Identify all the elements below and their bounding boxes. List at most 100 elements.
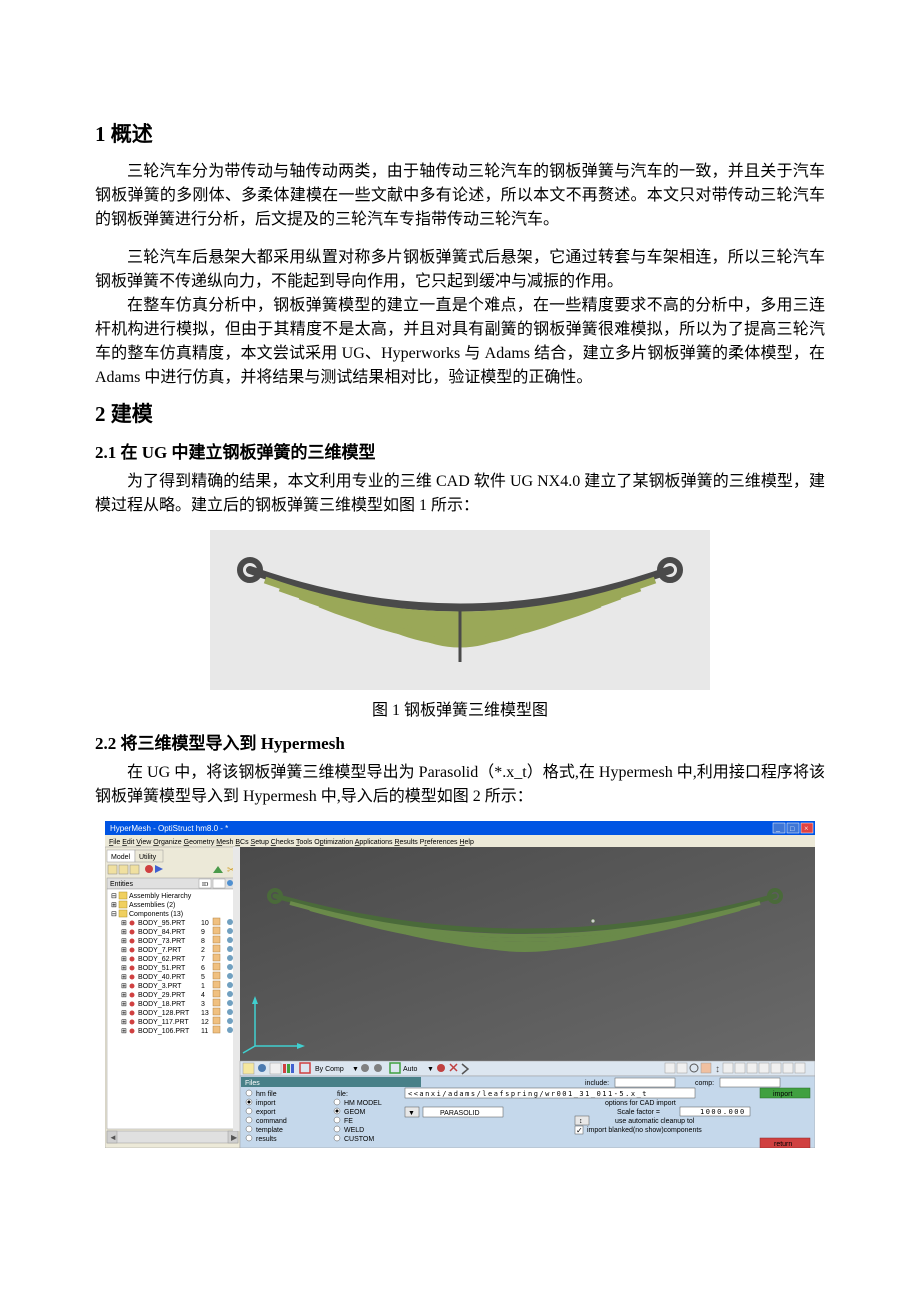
- svg-text:⊞: ⊞: [121, 974, 127, 981]
- svg-text:13: 13: [201, 1010, 209, 1017]
- svg-text:⊞: ⊞: [121, 1010, 127, 1017]
- tree-assemblies[interactable]: Assemblies (2): [129, 902, 175, 909]
- svg-text:×: ×: [804, 824, 809, 833]
- menu-items[interactable]: File Edit View Organize Geometry Mesh BC…: [109, 839, 474, 846]
- hypermesh-figure: HyperMesh - OptiStruct hm8.0 - * _ □ × F…: [105, 821, 815, 1148]
- tree-components[interactable]: Components (13): [129, 911, 183, 918]
- scale-label: Scale factor =: [617, 1109, 660, 1116]
- svg-text:↕: ↕: [579, 1118, 583, 1125]
- svg-text:▶: ▶: [231, 1133, 238, 1142]
- svg-text:ID: ID: [202, 882, 209, 888]
- section22-para1: 在 UG 中，将该钢板弹簧三维模型导出为 Parasolid（*.x_t）格式,…: [95, 761, 825, 809]
- cleanup-label: use automatic cleanup tol: [615, 1118, 695, 1125]
- tree-toggle[interactable]: ⊟: [111, 911, 117, 918]
- section21-heading: 2.1 在 UG 中建立钢板弹簧的三维模型: [95, 439, 825, 466]
- tree-item[interactable]: BODY_106.PRT: [138, 1028, 190, 1035]
- svg-text:6: 6: [201, 965, 205, 972]
- svg-text:⊞: ⊞: [121, 1019, 127, 1026]
- tab-model[interactable]: Model: [111, 854, 131, 861]
- svg-text:4: 4: [201, 992, 205, 999]
- svg-text:⊞: ⊞: [121, 947, 127, 954]
- tree-item[interactable]: BODY_117.PRT: [138, 1019, 189, 1026]
- section21-para1: 为了得到精确的结果，本文利用专业的三维 CAD 软件 UG NX4.0 建立了某…: [95, 470, 825, 518]
- import-button[interactable]: import: [773, 1091, 793, 1098]
- entities-label: Entities: [110, 881, 133, 888]
- svg-text:11: 11: [201, 1028, 208, 1035]
- radio-import[interactable]: import: [256, 1100, 276, 1107]
- radio-results[interactable]: results: [256, 1136, 277, 1143]
- files-label: Files: [245, 1080, 260, 1087]
- svg-text:7: 7: [201, 956, 205, 963]
- radio-geom[interactable]: GEOM: [344, 1109, 366, 1116]
- radio-fe[interactable]: FE: [344, 1118, 353, 1125]
- svg-text:⊞: ⊞: [121, 992, 127, 999]
- svg-text:⊞: ⊞: [121, 920, 127, 927]
- tree-item[interactable]: BODY_62.PRT: [138, 956, 186, 963]
- svg-text:▼: ▼: [427, 1066, 434, 1073]
- radio-template[interactable]: template: [256, 1127, 283, 1134]
- radio-export[interactable]: export: [256, 1109, 276, 1116]
- options-label: options for CAD import: [605, 1100, 676, 1107]
- radio-hmmodel[interactable]: HM MODEL: [344, 1100, 382, 1107]
- svg-text:Auto: Auto: [403, 1066, 418, 1073]
- tree-toggle[interactable]: ⊞: [111, 902, 117, 909]
- svg-text:5: 5: [201, 974, 205, 981]
- radio-hmfile[interactable]: hm file: [256, 1091, 277, 1098]
- svg-text:9: 9: [201, 929, 205, 936]
- svg-text:12: 12: [201, 1019, 209, 1026]
- svg-text:⊞: ⊞: [121, 983, 127, 990]
- tree-item[interactable]: BODY_95.PRT: [138, 920, 186, 927]
- svg-text:◄: ◄: [109, 1133, 117, 1142]
- svg-text:↕: ↕: [715, 1064, 720, 1075]
- blanked-label[interactable]: import blanked(no show)components: [587, 1127, 702, 1134]
- section2-heading: 2 建模: [95, 398, 825, 432]
- svg-text:10: 10: [201, 920, 209, 927]
- svg-text:file:: file:: [337, 1091, 348, 1098]
- tree-item[interactable]: BODY_40.PRT: [138, 974, 186, 981]
- tree-item[interactable]: BODY_7.PRT: [138, 947, 182, 954]
- section1-para1: 三轮汽车分为带传动与轴传动两类，由于轴传动三轮汽车的钢板弹簧与汽车的一致，并且关…: [95, 160, 825, 232]
- tab-utility[interactable]: Utility: [139, 854, 157, 861]
- tree-assembly-hierarchy[interactable]: Assembly Hierarchy: [129, 893, 192, 900]
- svg-text:⊞: ⊞: [121, 956, 127, 963]
- svg-text:By Comp: By Comp: [315, 1066, 344, 1073]
- window-title-text: HyperMesh - OptiStruct hm8.0 - *: [110, 824, 228, 833]
- section1-para3: 在整车仿真分析中，钢板弹簧模型的建立一直是个难点，在一些精度要求不高的分析中，多…: [95, 294, 825, 390]
- scale-value[interactable]: 1000.000: [700, 1108, 746, 1116]
- radio-command[interactable]: command: [256, 1118, 287, 1125]
- section22-heading: 2.2 将三维模型导入到 Hypermesh: [95, 730, 825, 757]
- svg-text:✓: ✓: [576, 1126, 583, 1135]
- svg-text:⊞: ⊞: [121, 965, 127, 972]
- svg-text:8: 8: [201, 938, 205, 945]
- svg-text:3: 3: [201, 1001, 205, 1008]
- svg-text:⊞: ⊞: [121, 1028, 127, 1035]
- radio-custom[interactable]: CUSTOM: [344, 1136, 374, 1143]
- tree-toggle[interactable]: ⊟: [111, 893, 117, 900]
- svg-text:include:: include:: [585, 1080, 609, 1087]
- svg-text:⊞: ⊞: [121, 1001, 127, 1008]
- svg-text:⊞: ⊞: [121, 938, 127, 945]
- tree-item[interactable]: BODY_73.PRT: [138, 938, 186, 945]
- figure1-container: [95, 530, 825, 690]
- tree-item[interactable]: BODY_3.PRT: [138, 983, 182, 990]
- svg-text:comp:: comp:: [695, 1080, 714, 1087]
- tree-item[interactable]: BODY_128.PRT: [138, 1010, 190, 1017]
- figure1-caption: 图 1 钢板弹簧三维模型图: [95, 698, 825, 724]
- svg-text:2: 2: [201, 947, 205, 954]
- file-value[interactable]: <<anxi/adams/leafspring/wr001_31_011-5.x…: [408, 1090, 648, 1098]
- svg-text:▼: ▼: [352, 1066, 359, 1073]
- section1-para2: 三轮汽车后悬架大都采用纵置对称多片钢板弹簧式后悬架，它通过转套与车架相连，所以三…: [95, 246, 825, 294]
- radio-weld[interactable]: WELD: [344, 1127, 364, 1134]
- figure2-container: HyperMesh - OptiStruct hm8.0 - * _ □ × F…: [95, 821, 825, 1148]
- tree-item[interactable]: BODY_29.PRT: [138, 992, 186, 999]
- svg-text:1: 1: [201, 983, 205, 990]
- return-button[interactable]: return: [774, 1141, 792, 1148]
- tree-item[interactable]: BODY_84.PRT: [138, 929, 186, 936]
- parasolid-label[interactable]: PARASOLID: [440, 1110, 480, 1117]
- tree-item[interactable]: BODY_18.PRT: [138, 1001, 186, 1008]
- leaf-spring-figure: [210, 530, 710, 690]
- tree-item[interactable]: BODY_51.PRT: [138, 965, 186, 972]
- svg-text:⊞: ⊞: [121, 929, 127, 936]
- svg-text:▼: ▼: [408, 1109, 415, 1117]
- section1-heading: 1 概述: [95, 118, 825, 152]
